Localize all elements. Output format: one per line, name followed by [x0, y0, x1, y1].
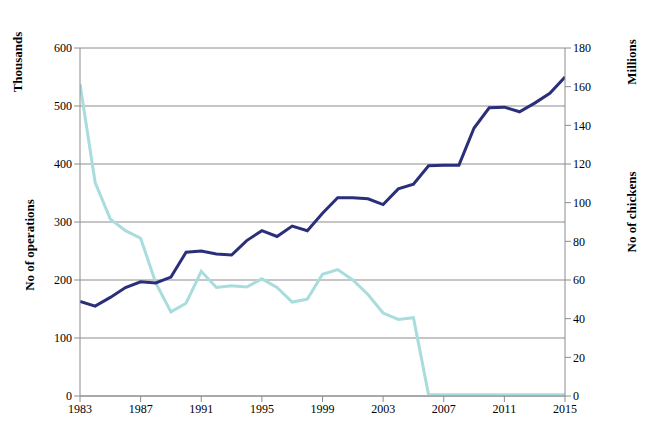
svg-text:1983: 1983: [68, 402, 92, 416]
svg-text:400: 400: [54, 157, 72, 171]
svg-text:60: 60: [573, 273, 585, 287]
svg-text:40: 40: [573, 312, 585, 326]
svg-text:1999: 1999: [311, 402, 335, 416]
svg-text:120: 120: [573, 157, 591, 171]
svg-text:200: 200: [54, 273, 72, 287]
svg-text:2015: 2015: [553, 402, 577, 416]
svg-text:180: 180: [573, 41, 591, 55]
svg-text:0: 0: [66, 389, 72, 403]
svg-text:300: 300: [54, 215, 72, 229]
svg-text:Millions: Millions: [624, 39, 639, 85]
svg-text:Thousands: Thousands: [10, 32, 25, 93]
svg-text:160: 160: [573, 80, 591, 94]
svg-text:2007: 2007: [432, 402, 456, 416]
svg-text:100: 100: [573, 196, 591, 210]
svg-text:1987: 1987: [129, 402, 153, 416]
svg-text:1991: 1991: [189, 402, 213, 416]
svg-text:600: 600: [54, 41, 72, 55]
svg-text:1995: 1995: [250, 402, 274, 416]
svg-text:No of operations: No of operations: [22, 199, 37, 291]
svg-text:500: 500: [54, 99, 72, 113]
svg-text:2003: 2003: [371, 402, 395, 416]
svg-text:20: 20: [573, 351, 585, 365]
svg-text:2011: 2011: [493, 402, 517, 416]
svg-text:No of chickens: No of chickens: [624, 172, 639, 253]
svg-text:80: 80: [573, 235, 585, 249]
svg-text:100: 100: [54, 331, 72, 345]
svg-text:0: 0: [573, 389, 579, 403]
svg-text:140: 140: [573, 119, 591, 133]
